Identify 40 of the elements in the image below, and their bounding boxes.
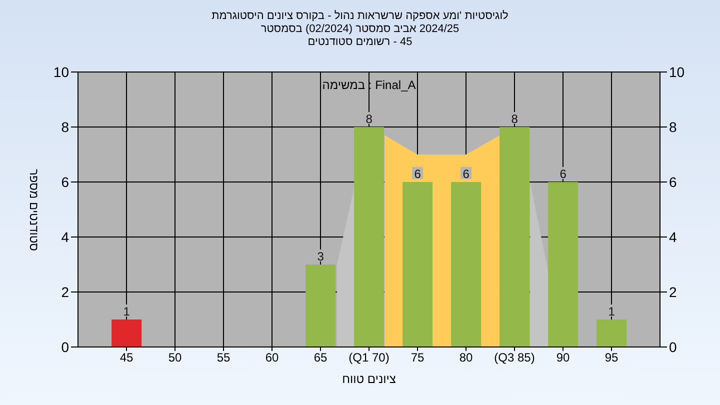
x-tick-label: (Q1 70) [348, 350, 390, 365]
y-tick-label: 10 [53, 64, 70, 80]
data-label: 8 [366, 112, 373, 126]
data-label: 1 [608, 304, 616, 318]
y-tick-label: 6 [61, 174, 70, 190]
y2-tick-label: 4 [669, 228, 677, 245]
bar [548, 182, 578, 347]
x-tick-label: 80 [459, 350, 473, 365]
data-label: 6 [414, 167, 422, 181]
x-tick-label: 55 [216, 350, 230, 365]
bar [402, 182, 433, 347]
x-axis-title: טווח ציונים [342, 372, 396, 386]
y-tick-label: 4 [61, 228, 70, 245]
x-tick-label: 65 [314, 350, 328, 365]
x-tick-label: 75 [410, 350, 424, 365]
data-label: 8 [511, 112, 518, 126]
y2-tick-label: 10 [669, 64, 685, 80]
x-tick-label: 60 [265, 350, 279, 365]
y2-tick-label: 8 [669, 118, 677, 135]
bar [112, 320, 142, 347]
x-tick-label: (Q3 85) [494, 350, 535, 365]
bar [596, 320, 627, 347]
y2-tick-label: 0 [669, 338, 677, 355]
data-label: 3 [317, 250, 324, 264]
y2-tick-label: 6 [669, 174, 677, 190]
y-tick-label: 0 [61, 338, 70, 355]
x-tick-label: 45 [120, 350, 134, 365]
x-tick-label: 50 [168, 350, 182, 365]
data-label: 6 [560, 167, 567, 181]
bar [451, 182, 482, 347]
x-tick-label: 90 [556, 350, 570, 365]
y-axis-title: מספר סטודנטים [27, 168, 41, 251]
y-tick-label: 2 [61, 284, 70, 300]
data-label: 1 [123, 304, 130, 318]
chart-title: היסטוגרמת ציונים בקורס - נהול שרשראות אספקה ומע' לוגיסטיות [212, 10, 508, 22]
x-tick-label: 95 [604, 350, 618, 365]
data-label: 6 [462, 167, 470, 181]
y-tick-label: 8 [61, 118, 70, 135]
y2-tick-label: 2 [669, 284, 677, 300]
bar [500, 127, 530, 347]
